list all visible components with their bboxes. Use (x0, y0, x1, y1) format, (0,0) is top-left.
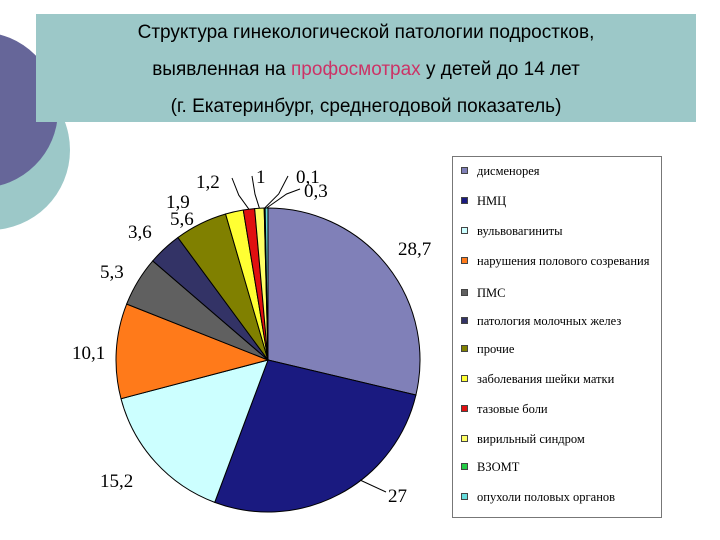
pie-leader-line (359, 479, 387, 493)
pie-leader-line (231, 177, 250, 210)
legend-swatch (461, 167, 468, 174)
legend-swatch (461, 375, 468, 382)
pie-value-label: 1,9 (166, 192, 190, 213)
chart-legend: дисменорея НМЦ вульвовагиниты нарушения пол… (452, 156, 662, 518)
legend-label: тазовые боли (477, 402, 548, 416)
legend-swatch (461, 345, 468, 352)
chart-title-line1: Структура гинекологической патологии под… (137, 22, 595, 43)
legend-swatch (461, 289, 468, 296)
pie-leader-line (266, 188, 301, 209)
pie-value-label: 1,2 (196, 172, 220, 193)
pie-slice (115, 303, 270, 400)
pie-value-label: 3,6 (128, 222, 152, 243)
legend-label: вульвовагиниты (477, 224, 563, 238)
chart-title-line3: (г. Екатеринбург, среднегодовой показате… (170, 96, 562, 117)
pie-slice (267, 207, 421, 396)
pie-value-label: 15,2 (100, 471, 133, 492)
pie-value-label: 5,3 (100, 262, 124, 283)
legend-label: НМЦ (477, 194, 507, 208)
pie-value-label: 0,1 (296, 167, 320, 188)
legend-swatch (461, 197, 468, 204)
pie-leader-line (251, 175, 260, 209)
legend-swatch (461, 257, 468, 264)
legend-label: ПМС (477, 286, 506, 300)
pie-slice (214, 359, 417, 513)
title-banner (36, 14, 696, 122)
title-line2-end: у детей до 14 лет (420, 59, 580, 80)
pie-value-label: 28,7 (398, 239, 431, 260)
pie-value-label: 10,1 (72, 343, 105, 364)
legend-label: заболевания шейки матки (477, 372, 615, 386)
legend-label: патология молочных желез (477, 314, 622, 328)
legend-swatch (461, 227, 468, 234)
pie-value-label: 1 (256, 167, 266, 188)
legend-swatch (461, 317, 468, 324)
pie-value-label: 5,6 (170, 209, 194, 230)
legend-label: опухоли половых органов (477, 490, 616, 504)
legend-swatch (461, 405, 468, 412)
chart-title-line2: выявленная на профосмотрах у детей до 14… (36, 59, 696, 81)
legend-label: дисменорея (477, 164, 540, 178)
pie-slice (264, 207, 269, 361)
pie-slice (120, 359, 269, 504)
legend-label: нарушения полового созревания (477, 254, 650, 268)
legend-swatch (461, 435, 468, 442)
pie-leader-line (264, 175, 289, 209)
title-line2-start: выявленная на (152, 59, 292, 80)
pie-value-label: 0,3 (304, 181, 328, 202)
legend-label: вирильный синдром (477, 432, 585, 446)
legend-label: ВЗОМТ (477, 460, 520, 474)
legend-label: прочие (477, 342, 515, 356)
title-highlight: профосмотрах (291, 59, 421, 80)
pie-value-label: 27 (388, 486, 407, 507)
legend-swatch (461, 463, 468, 470)
legend-swatch (461, 493, 468, 500)
